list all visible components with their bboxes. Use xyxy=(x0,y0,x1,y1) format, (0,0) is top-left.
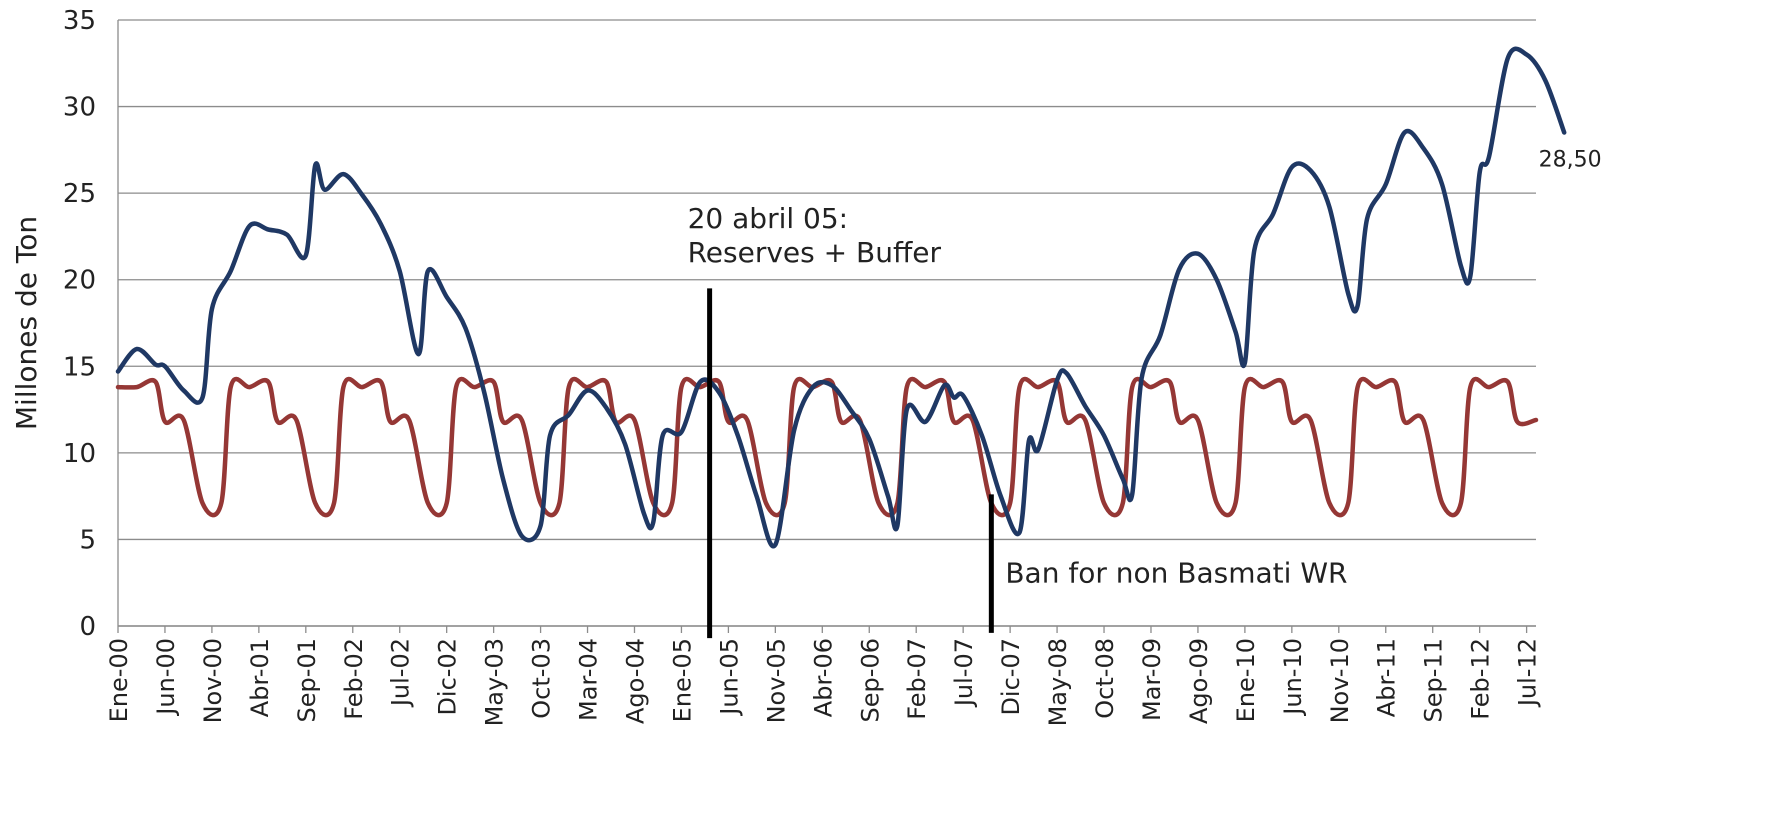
x-tick-label: Nov-10 xyxy=(1326,638,1354,723)
x-tick-label: Sep-06 xyxy=(856,638,884,722)
x-tick-label: Dic-07 xyxy=(997,638,1025,716)
x-tick-label: Jun-10 xyxy=(1279,638,1307,717)
data-labels: 28,50 xyxy=(1539,148,1602,173)
annotation-text: 20 abril 05: xyxy=(688,202,849,235)
x-tick-label: Ago-09 xyxy=(1185,638,1213,724)
x-tick-label: Oct-03 xyxy=(528,638,556,719)
x-tick-label: Feb-12 xyxy=(1467,638,1495,720)
y-tick-label: 0 xyxy=(79,612,96,642)
x-tick-label: Nov-00 xyxy=(199,638,227,723)
x-tick-label: Ene-10 xyxy=(1232,638,1260,722)
x-tick-label: Feb-02 xyxy=(340,638,368,720)
x-tick-label: Feb-07 xyxy=(903,638,931,720)
x-tick-label: Jun-05 xyxy=(715,638,743,717)
y-axis-title: Millones de Ton xyxy=(10,216,43,430)
annotation-text: Reserves + Buffer xyxy=(688,236,942,269)
y-tick-label: 35 xyxy=(63,6,96,36)
gridlines xyxy=(117,19,1536,627)
x-tick-label: Sep-11 xyxy=(1420,638,1448,722)
x-tick-label: Nov-05 xyxy=(762,638,790,723)
x-tick-label: Ene-05 xyxy=(668,638,696,722)
y-tick-label: 30 xyxy=(63,93,96,123)
x-tick-label: Mar-09 xyxy=(1138,638,1166,721)
x-tick-label: Abr-01 xyxy=(246,638,274,717)
x-tick-label: Jul-02 xyxy=(387,638,415,708)
x-tick-label: Ago-04 xyxy=(621,638,649,724)
x-tick-label: Oct-08 xyxy=(1091,638,1119,719)
x-tick-label: Dic-02 xyxy=(434,638,462,716)
y-axis-ticks: 0 5 10 15 20 25 30 35 xyxy=(63,6,96,642)
y-tick-label: 5 xyxy=(79,525,96,555)
x-tick-label: May-03 xyxy=(481,638,509,726)
x-tick-label: Abr-11 xyxy=(1373,638,1401,717)
y-tick-label: 15 xyxy=(63,352,96,382)
annotation-text: Ban for non Basmati WR xyxy=(1005,557,1347,590)
x-tick-label: Abr-06 xyxy=(809,638,837,717)
x-tick-label: Jun-00 xyxy=(152,638,180,717)
y-tick-label: 10 xyxy=(63,439,96,469)
series-line-0 xyxy=(115,46,1567,549)
series-line-1 xyxy=(115,376,1539,518)
series-lines xyxy=(115,46,1567,549)
x-tick-label: Mar-04 xyxy=(575,638,603,721)
x-axis-ticks: Ene-00 Jun-00 Nov-00 Abr-01 Sep-01 Feb-02 Jul-… xyxy=(105,626,1542,726)
x-tick-label: Ene-00 xyxy=(105,638,133,722)
data-label: 28,50 xyxy=(1539,148,1602,173)
y-tick-label: 20 xyxy=(63,266,96,296)
y-tick-label: 25 xyxy=(63,179,96,209)
x-tick-label: May-08 xyxy=(1044,638,1072,726)
annotations: 20 abril 05:Reserves + Buffer Ban for non… xyxy=(688,202,1347,639)
x-tick-label: Jul-12 xyxy=(1514,638,1542,708)
x-tick-label: Jul-07 xyxy=(950,638,978,708)
x-tick-label: Sep-01 xyxy=(293,638,321,722)
